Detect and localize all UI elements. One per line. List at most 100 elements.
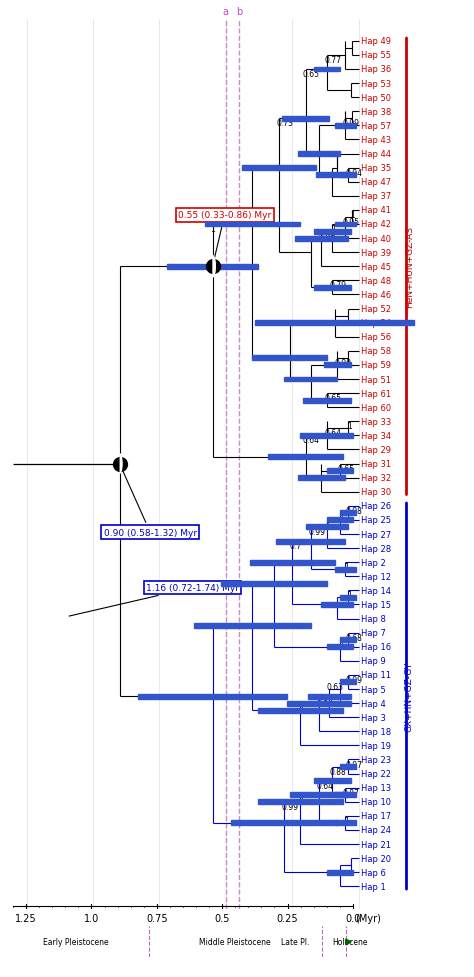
Text: Hap 43: Hap 43	[361, 136, 392, 145]
Text: 1: 1	[344, 816, 349, 825]
Bar	[335, 821, 356, 826]
Text: Hap 49: Hap 49	[361, 37, 392, 46]
Text: Hap 35: Hap 35	[361, 164, 392, 173]
Text: 0.98: 0.98	[335, 359, 352, 367]
Bar	[327, 645, 353, 650]
Text: Hap 59: Hap 59	[361, 361, 392, 370]
Text: Hap 39: Hap 39	[361, 248, 392, 257]
Text: Hap 1: Hap 1	[361, 882, 386, 891]
Text: Hap 46: Hap 46	[361, 290, 392, 300]
Bar	[313, 67, 340, 72]
Text: 0.99: 0.99	[308, 528, 325, 536]
Text: Hap 44: Hap 44	[361, 149, 392, 159]
Text: 0.98: 0.98	[346, 506, 362, 515]
Text: 0.73: 0.73	[276, 119, 293, 128]
Text: 1.16 (0.72-1.74) Myr: 1.16 (0.72-1.74) Myr	[69, 583, 239, 616]
Text: 0.97: 0.97	[346, 760, 363, 769]
Text: Hap 2: Hap 2	[361, 558, 386, 567]
Text: Hap 60: Hap 60	[361, 404, 392, 412]
Text: Hap 15: Hap 15	[361, 600, 392, 610]
Text: (Myr): (Myr)	[356, 913, 382, 923]
Text: Hap 31: Hap 31	[361, 459, 392, 469]
Text: Hap 30: Hap 30	[361, 488, 392, 496]
Text: Hap 56: Hap 56	[361, 333, 392, 342]
Bar	[295, 236, 348, 241]
Text: 1: 1	[339, 640, 344, 649]
Text: 0.99: 0.99	[282, 802, 299, 811]
Text: Late Pl.: Late Pl.	[281, 937, 310, 947]
Text: Hap 52: Hap 52	[361, 305, 392, 314]
Text: HeN+HUN+GZ-AS: HeN+HUN+GZ-AS	[405, 226, 414, 308]
Text: Hap 48: Hap 48	[361, 276, 392, 285]
Bar	[306, 525, 348, 530]
Bar	[250, 560, 335, 565]
Text: Hap 29: Hap 29	[361, 446, 392, 454]
Text: 0.87: 0.87	[343, 787, 360, 797]
Bar	[298, 476, 346, 481]
Bar	[313, 285, 351, 290]
Text: 0.25: 0.25	[277, 913, 298, 923]
Bar	[298, 151, 340, 157]
Text: 0.95: 0.95	[343, 218, 360, 227]
Bar	[290, 792, 348, 797]
Bar	[255, 320, 414, 325]
Bar	[231, 821, 337, 826]
Wedge shape	[212, 255, 216, 278]
Text: Hap 24: Hap 24	[361, 826, 392, 834]
Text: Hap 21: Hap 21	[361, 839, 392, 849]
Text: 1: 1	[339, 513, 344, 523]
Text: 1.25: 1.25	[15, 913, 37, 923]
Text: Hap 40: Hap 40	[361, 234, 392, 243]
Text: 1: 1	[331, 225, 336, 234]
Text: 0.75: 0.75	[146, 913, 168, 923]
Bar	[327, 518, 353, 523]
Text: Hap 54: Hap 54	[361, 319, 392, 328]
Text: Hap 3: Hap 3	[361, 713, 386, 722]
Bar	[276, 539, 346, 544]
Bar	[321, 603, 353, 608]
Text: 0.64: 0.64	[303, 436, 320, 445]
Text: Hap 12: Hap 12	[361, 573, 392, 581]
Text: Hap 42: Hap 42	[361, 220, 392, 230]
Bar	[327, 469, 353, 474]
Text: 1: 1	[344, 563, 349, 572]
Bar	[340, 511, 356, 516]
Text: Hap 4: Hap 4	[361, 699, 386, 708]
Bar	[316, 173, 348, 178]
Text: 0.63: 0.63	[327, 682, 344, 692]
Text: Hap 55: Hap 55	[361, 52, 392, 61]
Text: 1: 1	[351, 211, 356, 220]
Bar	[268, 454, 343, 459]
Bar	[335, 223, 356, 228]
Text: Hap 27: Hap 27	[361, 530, 392, 539]
Text: Hap 45: Hap 45	[361, 263, 392, 272]
Text: 0.88: 0.88	[329, 767, 346, 776]
Bar	[335, 792, 356, 797]
Text: Hap 10: Hap 10	[361, 797, 392, 806]
Bar	[335, 124, 356, 129]
Text: 1: 1	[346, 422, 351, 431]
Bar	[252, 356, 327, 361]
Text: Hap 41: Hap 41	[361, 206, 392, 215]
Text: Hap 61: Hap 61	[361, 389, 392, 399]
Text: Hap 33: Hap 33	[361, 417, 392, 426]
Text: Hap 9: Hap 9	[361, 657, 386, 665]
Text: Hap 17: Hap 17	[361, 812, 392, 821]
Text: Hap 13: Hap 13	[361, 784, 392, 792]
Text: Hap 14: Hap 14	[361, 586, 392, 595]
Bar	[194, 623, 311, 628]
Text: 1: 1	[326, 521, 330, 530]
Text: b: b	[236, 7, 242, 17]
Bar	[167, 265, 258, 270]
Bar	[303, 399, 351, 404]
Text: Hap 47: Hap 47	[361, 178, 392, 187]
Text: 0.99: 0.99	[346, 675, 363, 684]
Bar	[340, 595, 356, 600]
Text: 0.85: 0.85	[316, 697, 333, 705]
Text: 0.99: 0.99	[343, 119, 360, 128]
Text: Hap 7: Hap 7	[361, 628, 386, 638]
Bar	[138, 694, 287, 699]
Bar	[282, 116, 329, 122]
Wedge shape	[212, 256, 216, 277]
Bar	[220, 581, 327, 586]
